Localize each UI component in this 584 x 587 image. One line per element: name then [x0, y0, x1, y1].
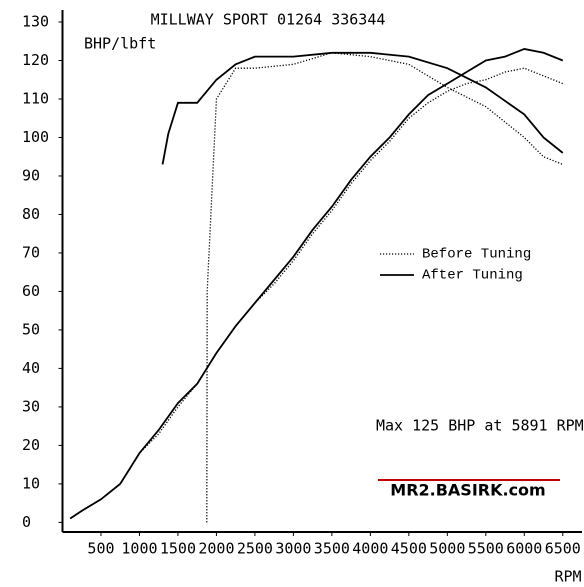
- curve: [161, 51, 564, 165]
- x-tick-label: 2500: [237, 540, 273, 558]
- y-tick-label: 50: [22, 320, 40, 338]
- y-tick-label: 90: [22, 166, 40, 184]
- y-tick-label: 70: [22, 243, 40, 261]
- y-tick-label: 10: [22, 474, 40, 492]
- watermark: MR2.BASIRK.com: [390, 481, 545, 500]
- legend-label: After Tuning: [422, 268, 523, 284]
- y-tick-label: 120: [22, 51, 49, 69]
- x-tick-label: 4000: [352, 540, 388, 558]
- y-tick-label: 30: [22, 397, 40, 415]
- y-tick-label: 110: [22, 89, 49, 107]
- x-axis-label: RPM: [554, 568, 581, 586]
- x-tick-label: 1500: [160, 540, 196, 558]
- chart-title: MILLWAY SPORT 01264 336344: [151, 11, 386, 29]
- x-tick-label: 1000: [121, 540, 157, 558]
- x-tick-label: 3000: [275, 540, 311, 558]
- legend-label: Before Tuning: [422, 247, 531, 263]
- x-tick-label: 4500: [391, 540, 427, 558]
- x-tick-label: 2000: [198, 540, 234, 558]
- x-tick-label: 6000: [506, 540, 542, 558]
- x-tick-label: 3500: [314, 540, 350, 558]
- y-tick-label: 60: [22, 282, 40, 300]
- x-tick-label: 6500: [545, 540, 581, 558]
- y-tick-label: 0: [22, 513, 31, 531]
- y-axis-label: BHP/lbft: [84, 35, 156, 53]
- curve: [206, 52, 564, 523]
- y-tick-label: 130: [22, 13, 49, 31]
- y-tick-label: 80: [22, 205, 40, 223]
- y-tick-label: 100: [22, 128, 49, 146]
- x-tick-label: 500: [87, 540, 114, 558]
- y-tick-label: 20: [22, 436, 40, 454]
- x-tick-label: 5000: [429, 540, 465, 558]
- annotation: Max 125 BHP at 5891 RPM: [376, 417, 584, 435]
- curve: [69, 48, 564, 520]
- x-tick-label: 5500: [468, 540, 504, 558]
- y-tick-label: 40: [22, 359, 40, 377]
- curve: [69, 67, 564, 520]
